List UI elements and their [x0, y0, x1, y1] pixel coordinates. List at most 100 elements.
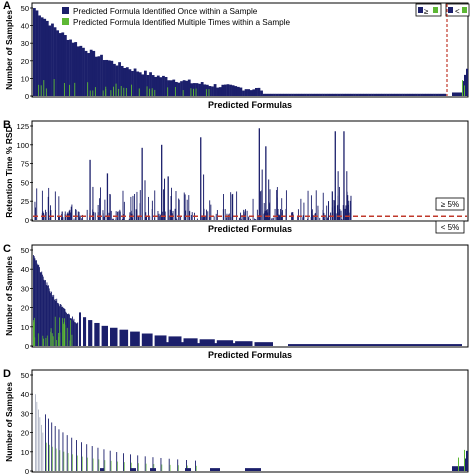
bar-once: [45, 20, 49, 97]
bar-once: [452, 466, 454, 471]
bar-once: [466, 68, 468, 96]
bar-rsd-peak: [89, 159, 91, 220]
bar-rsd: [315, 190, 317, 220]
side-legend-ge-symbol: ≥: [424, 7, 429, 16]
bar-once: [309, 93, 312, 96]
bar-once: [97, 447, 99, 471]
bar-rsd: [248, 216, 250, 220]
bar-once: [91, 446, 93, 471]
bar-rsd: [256, 209, 258, 220]
bar-once: [187, 79, 191, 96]
bar-multiple: [45, 338, 47, 346]
bar-once: [53, 294, 55, 346]
bar-rsd: [41, 190, 43, 220]
bar-once: [115, 65, 119, 96]
bar-rsd: [223, 194, 224, 220]
bar-once: [56, 30, 60, 97]
bar-once: [160, 457, 162, 471]
panel-c-xlabel: Predicted Formulas: [208, 350, 292, 360]
bar-multiple: [87, 82, 89, 96]
bar-multiple: [63, 322, 65, 346]
bar-once: [422, 93, 426, 96]
bar-once: [394, 93, 398, 96]
bar-once: [48, 285, 49, 346]
bar-once: [146, 74, 150, 96]
bar-once: [195, 83, 199, 96]
side-legend-ge-green: [433, 7, 438, 13]
bar-multiple: [72, 454, 73, 471]
bar-rsd: [323, 219, 325, 220]
legend: Predicted Formula Identified Once within…: [62, 7, 291, 27]
panel-label-a: A: [3, 0, 11, 12]
bar-rsd: [230, 192, 232, 220]
bar-once: [417, 93, 421, 96]
bar-rsd: [169, 215, 171, 220]
bar-once: [71, 42, 75, 96]
panel-b-frame: [31, 120, 469, 222]
bar-once: [262, 93, 266, 96]
bar-once: [120, 65, 124, 96]
panel-d-marks: 0 10 20 30 40 50: [21, 371, 468, 474]
bar-once: [180, 81, 183, 96]
bar-rsd: [209, 200, 211, 220]
bar-once: [150, 468, 156, 471]
bar-once: [50, 293, 52, 346]
bar-rsd: [159, 214, 161, 220]
bar-once: [130, 468, 136, 471]
y-tick-label: 30: [21, 284, 29, 293]
bar-rsd: [70, 206, 72, 220]
bar-rsd: [333, 205, 335, 220]
bar-once: [36, 263, 38, 346]
bar-rsd: [104, 199, 106, 220]
bar-rsd: [164, 178, 166, 220]
bar-once: [211, 86, 214, 96]
bar-rsd: [189, 210, 191, 220]
bar-rsd: [163, 189, 164, 220]
bar-once: [430, 93, 434, 96]
bar-once: [40, 17, 44, 96]
bar-once: [52, 296, 54, 346]
bar-rsd: [49, 217, 51, 220]
bar-multiple: [110, 90, 112, 96]
bar-once: [72, 316, 73, 346]
bar-rsd: [328, 201, 330, 220]
bar-once: [183, 338, 198, 346]
bar-once: [55, 300, 57, 346]
bar-once: [39, 417, 41, 471]
bar-once: [278, 93, 281, 96]
bar-multiple: [54, 316, 56, 346]
bar-multiple: [151, 89, 153, 96]
bar-multiple: [66, 327, 68, 346]
y-tick-label: 10: [21, 323, 29, 332]
bar-multiple: [146, 86, 148, 96]
bar-once: [174, 81, 178, 96]
bar-once: [314, 93, 318, 96]
bar-once: [208, 86, 212, 96]
bar-rsd: [312, 215, 314, 220]
bar-once: [34, 258, 36, 346]
bar-multiple: [196, 465, 197, 471]
bar-once: [200, 82, 204, 96]
bar-rsd: [54, 191, 56, 220]
bar-once: [454, 466, 456, 471]
bar-multiple: [138, 463, 139, 471]
bar-rsd: [92, 186, 94, 220]
bar-rsd: [94, 212, 96, 220]
bar-rsd: [135, 209, 137, 220]
bar-rsd: [61, 211, 63, 220]
bar-rsd: [331, 191, 333, 220]
bar-once: [185, 80, 189, 96]
bar-rsd: [277, 208, 279, 220]
bar-rsd: [109, 194, 111, 220]
bar-rsd: [337, 171, 339, 220]
bar-once: [350, 93, 354, 96]
bar-rsd: [297, 209, 299, 220]
bar-once: [101, 325, 108, 346]
bar-once: [57, 302, 58, 346]
bar-once: [116, 452, 118, 471]
bar-multiple: [77, 455, 78, 471]
bar-once: [77, 322, 79, 346]
bar-rsd: [66, 217, 68, 220]
bar-once: [381, 93, 385, 96]
bar-rsd: [203, 174, 205, 220]
